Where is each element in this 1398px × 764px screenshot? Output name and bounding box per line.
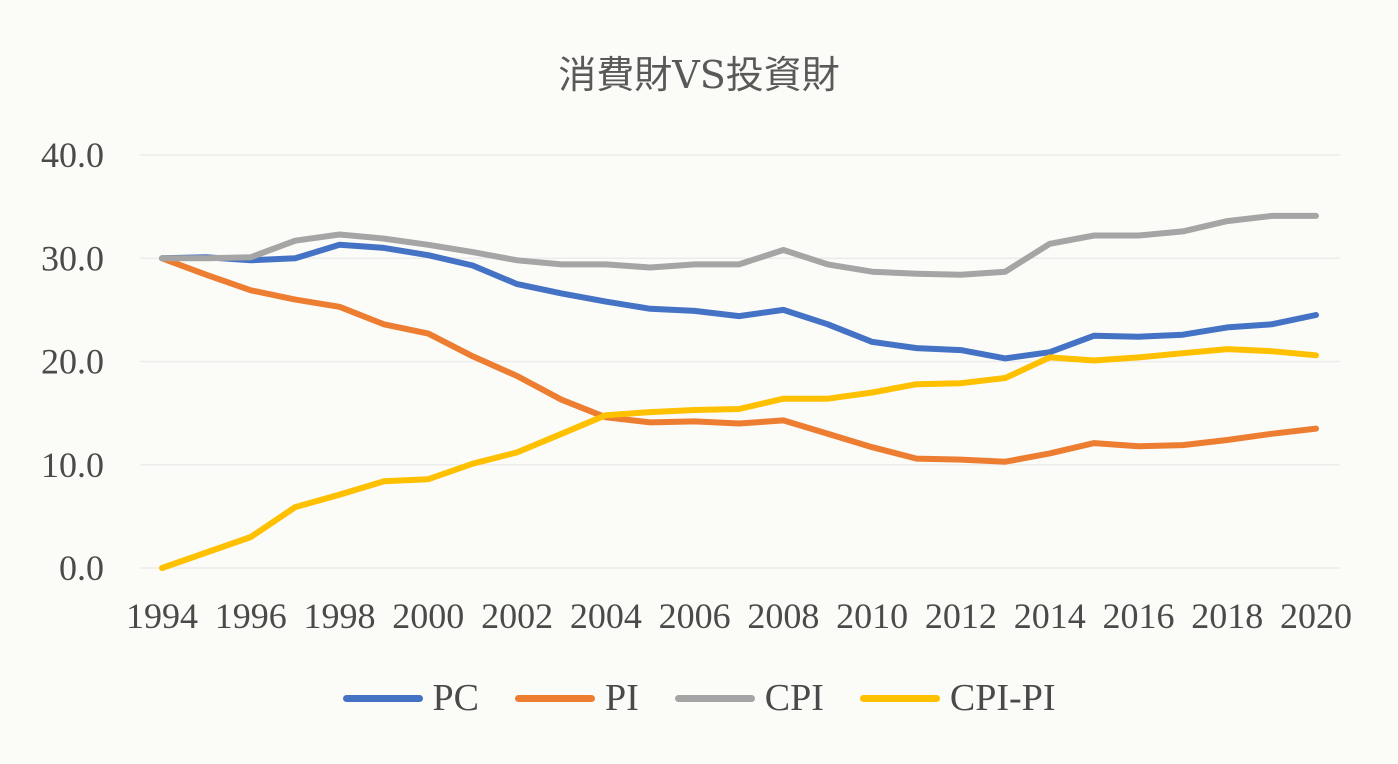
x-axis-ticks: 1994 1996 1998 2000 2002 2004 2006 2008 2010 2012… [126,596,1352,636]
legend-swatch [674,694,755,702]
series-lines [159,212,1319,571]
x-tick-label: 2008 [747,596,819,636]
x-tick-label: 1994 [126,596,198,636]
y-tick-label: 30.0 [41,238,104,278]
legend-item-cpi-pi: CPI-PI [859,676,1056,720]
series-line-cpi-pi [159,346,1319,571]
legend: PC PI CPI CPI-PI [0,676,1398,720]
legend-swatch [859,694,940,702]
series-line-cpi [159,212,1319,278]
x-tick-label: 1998 [304,596,376,636]
x-tick-label: 2018 [1191,596,1263,636]
x-tick-label: 2016 [1102,596,1174,636]
legend-swatch [514,694,595,702]
y-axis-ticks: 0.0 10.0 20.0 30.0 40.0 [41,135,104,588]
x-tick-label: 2020 [1280,596,1352,636]
series-line-pi [159,255,1319,465]
chart-title: 消費財VS投資財 [558,53,840,97]
x-tick-label: 2010 [836,596,908,636]
x-tick-label: 2000 [392,596,464,636]
legend-swatch [342,694,423,702]
legend-item-cpi: CPI [674,676,824,720]
series-line-pc [159,241,1319,362]
x-tick-label: 2012 [925,596,997,636]
y-tick-label: 40.0 [41,135,104,175]
legend-item-pc: PC [342,676,479,720]
x-tick-label: 2002 [481,596,553,636]
x-tick-label: 2004 [570,596,642,636]
x-tick-label: 1996 [215,596,287,636]
x-tick-label: 2006 [659,596,731,636]
y-tick-label: 10.0 [41,445,104,485]
y-tick-label: 0.0 [59,548,104,588]
gridlines [140,154,1340,569]
legend-label: CPI-PI [949,677,1056,719]
legend-item-pi: PI [514,676,639,720]
legend-label: CPI [764,677,824,719]
legend-label: PI [604,677,639,719]
y-tick-label: 20.0 [41,342,104,382]
x-tick-label: 2014 [1014,596,1086,636]
legend-label: PC [432,677,479,719]
